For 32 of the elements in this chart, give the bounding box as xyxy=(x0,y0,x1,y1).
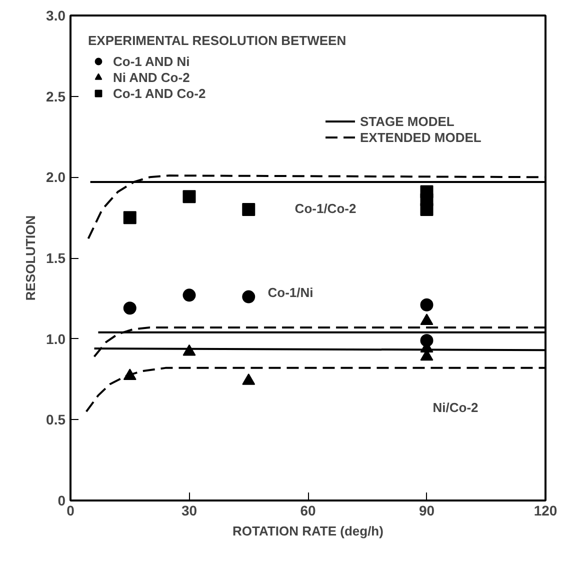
legend-label: Ni AND Co-2 xyxy=(113,69,190,85)
x-tick-label: 30 xyxy=(181,502,198,518)
point xyxy=(420,298,434,312)
x-axis-title: ROTATION RATE (deg/h) xyxy=(232,524,384,538)
point xyxy=(182,190,196,204)
legend-label: EXTENDED MODEL xyxy=(360,129,482,145)
y-axis-title: RESOLUTION xyxy=(23,215,38,301)
y-tick-label: 2.0 xyxy=(46,169,66,186)
legend-label: STAGE MODEL xyxy=(360,113,454,129)
annotation: Ni/Co-2 xyxy=(432,400,478,415)
point xyxy=(420,314,434,326)
point xyxy=(123,302,136,315)
point xyxy=(123,211,136,224)
legend-label: Co-1 AND Ni xyxy=(113,53,190,69)
x-tick-label: 60 xyxy=(300,502,316,518)
x-tick-label: 90 xyxy=(418,502,435,518)
y-tick-label: 3.0 xyxy=(46,8,66,24)
x-tick-label: 120 xyxy=(534,502,558,518)
y-tick-label: 2.5 xyxy=(46,88,66,104)
point xyxy=(242,203,256,216)
y-tick-label: 1.0 xyxy=(46,330,66,347)
point xyxy=(182,288,196,302)
y-tick-label: 1.5 xyxy=(46,250,66,266)
annotation: Co-1/Co-2 xyxy=(294,201,356,216)
y-tick-label: 0.5 xyxy=(46,412,66,428)
point xyxy=(420,203,434,216)
point xyxy=(242,290,256,304)
point xyxy=(242,373,256,385)
y-tick-label: 0 xyxy=(58,492,66,508)
annotation: Co-1/Ni xyxy=(268,285,314,300)
legend-title: EXPERIMENTAL RESOLUTION BETWEEN xyxy=(88,33,346,48)
legend-label: Co-1 AND Co-2 xyxy=(113,85,206,101)
